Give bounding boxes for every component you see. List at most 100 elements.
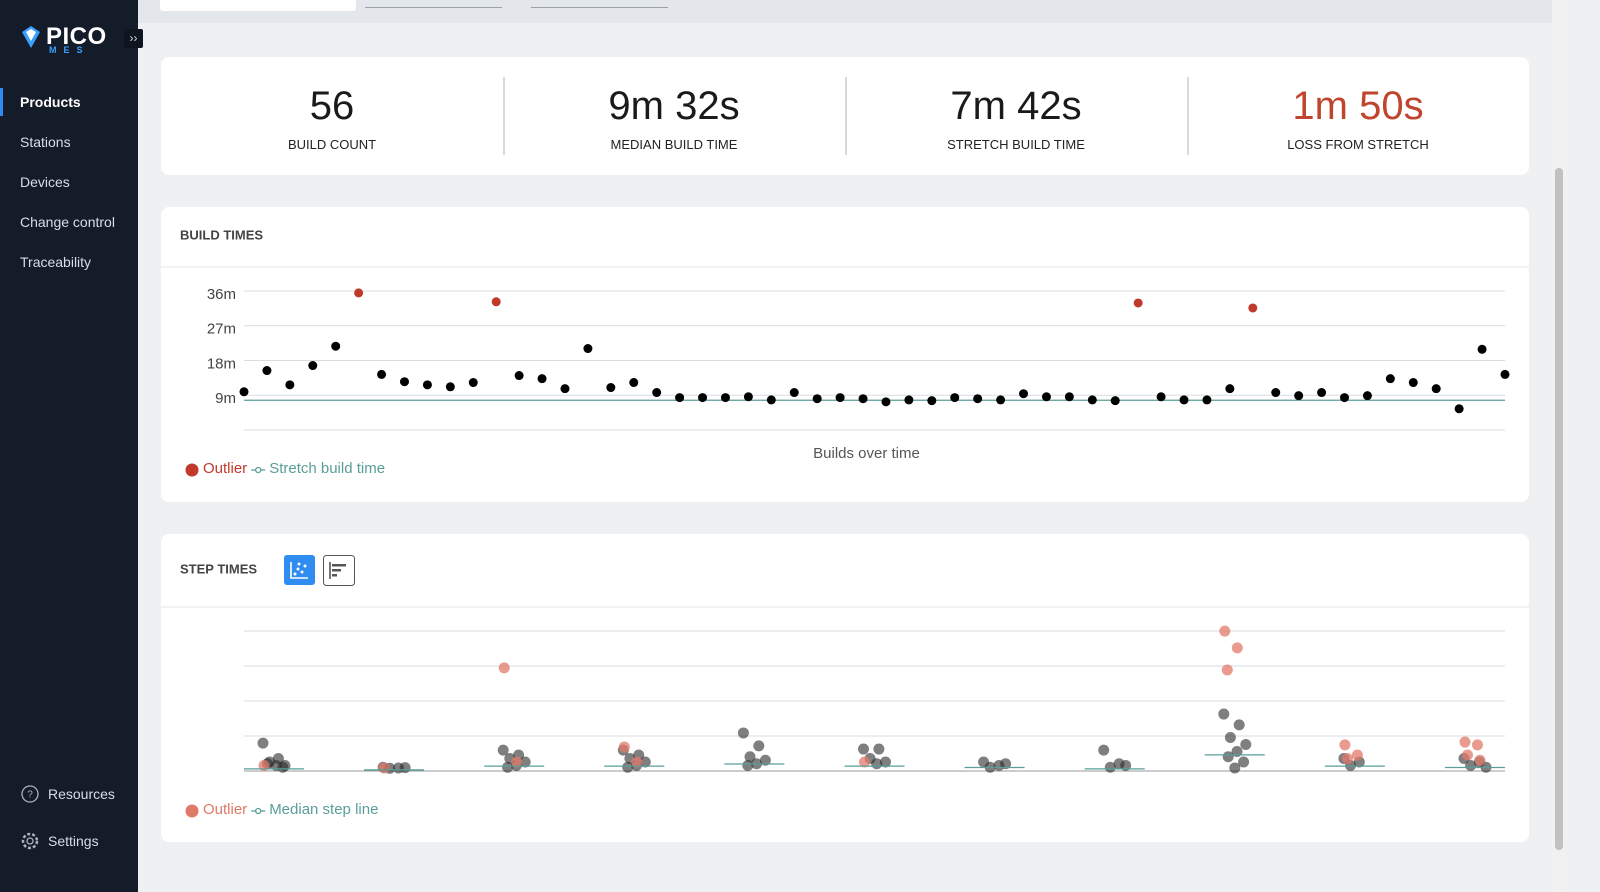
nav-item[interactable]: Traceability <box>20 254 92 270</box>
data-point <box>973 394 983 404</box>
data-point <box>583 344 593 354</box>
step-outlier <box>1472 739 1483 751</box>
data-point <box>1294 391 1304 401</box>
data-point <box>1408 378 1418 388</box>
legend-marker <box>255 807 262 815</box>
data-point <box>812 394 822 404</box>
data-point <box>606 383 616 393</box>
data-point <box>239 387 249 397</box>
data-point <box>560 384 570 394</box>
step-outlier <box>1459 736 1471 748</box>
scrollbar-thumb[interactable] <box>1555 168 1563 850</box>
scatter-view-button[interactable] <box>284 555 315 585</box>
kpi-label: MEDIAN BUILD TIME <box>610 137 738 152</box>
legend-label: Median step line <box>269 801 378 818</box>
legend-label: Stretch build time <box>269 460 385 477</box>
settings-link[interactable]: Settings <box>20 831 99 851</box>
data-point <box>331 341 341 351</box>
data-point <box>262 366 272 376</box>
step-point <box>502 761 514 773</box>
kpi: 1m 50s LOSS FROM STRETCH <box>1187 57 1529 175</box>
step-outlier <box>1474 754 1486 766</box>
data-point <box>1041 392 1051 402</box>
card-title: BUILD TIMES <box>180 227 263 242</box>
logo-text: PICO <box>46 23 107 50</box>
kpi: 7m 42s STRETCH BUILD TIME <box>845 57 1187 175</box>
data-point <box>377 369 387 379</box>
step-point <box>744 751 756 763</box>
bar-view-button[interactable] <box>323 555 355 586</box>
data-point <box>881 397 891 407</box>
step-point <box>858 743 869 755</box>
data-point <box>537 374 547 384</box>
step-point <box>1000 758 1012 770</box>
tab[interactable] <box>365 7 502 8</box>
data-point <box>1019 389 1029 399</box>
data-point <box>308 361 318 371</box>
step-point <box>622 761 634 773</box>
kpi-card: 56 BUILD COUNT 9m 32s MEDIAN BUILD TIME 7m 4… <box>161 57 1529 175</box>
step-point <box>1229 762 1241 774</box>
data-point <box>927 396 937 406</box>
data-point <box>1454 404 1464 414</box>
step-outlier <box>631 756 643 768</box>
step-outlier <box>859 756 870 768</box>
data-point <box>1087 395 1097 405</box>
step-point <box>880 756 891 768</box>
card-title: STEP TIMES <box>180 561 257 576</box>
data-point <box>789 388 799 398</box>
data-point <box>491 297 501 307</box>
step-point <box>753 740 765 752</box>
step-point <box>1240 739 1252 750</box>
data-point <box>1271 388 1281 398</box>
nav-item[interactable]: Devices <box>20 174 70 190</box>
nav-item[interactable]: Stations <box>20 134 71 150</box>
step-point <box>519 756 531 768</box>
kpi: 9m 32s MEDIAN BUILD TIME <box>503 57 845 175</box>
data-point <box>1179 395 1189 405</box>
tab[interactable] <box>160 0 356 11</box>
svg-text:?: ? <box>27 790 33 801</box>
collapse-button[interactable]: ›› <box>124 29 143 48</box>
step-point <box>873 743 885 755</box>
data-point <box>629 378 639 388</box>
step-outlier <box>1231 642 1243 654</box>
kpi-label: LOSS FROM STRETCH <box>1287 137 1429 152</box>
data-point <box>1064 392 1074 402</box>
kpi-label: STRETCH BUILD TIME <box>947 137 1085 152</box>
step-point <box>1104 761 1116 773</box>
step-outlier <box>1221 664 1233 676</box>
step-point <box>639 756 651 768</box>
data-point <box>1317 388 1327 398</box>
step-point <box>742 760 754 771</box>
data-point <box>399 377 409 387</box>
build-times-card: BUILD TIMES 9m 18m 27m 36m Builds over time O… <box>161 207 1529 502</box>
step-outlier <box>1462 749 1473 761</box>
data-point <box>1225 384 1235 394</box>
data-point <box>354 288 364 298</box>
logo-sub: MES <box>49 45 90 55</box>
nav-item[interactable]: Products <box>0 82 138 122</box>
data-point <box>766 395 776 405</box>
step-point <box>1098 744 1110 756</box>
settings-icon <box>21 832 39 850</box>
step-point <box>399 762 411 774</box>
legend-marker <box>185 463 199 477</box>
step-times-chart: STEP TIMES Outlier Median step line <box>161 555 1529 818</box>
data-point <box>1477 344 1487 354</box>
data-point <box>950 393 960 403</box>
data-point <box>422 380 432 390</box>
step-point <box>759 754 771 766</box>
data-point <box>1110 396 1120 406</box>
step-point <box>1233 719 1245 731</box>
data-point <box>904 395 914 405</box>
step-outlier <box>1339 739 1351 751</box>
data-point <box>1133 298 1143 308</box>
data-point <box>445 382 455 392</box>
resources-link[interactable]: ? Resources <box>20 784 115 804</box>
build-times-chart: BUILD TIMES 9m 18m 27m 36m Builds over time O… <box>161 227 1529 477</box>
tab[interactable] <box>531 7 668 8</box>
nav-item[interactable]: Change control <box>20 214 115 230</box>
kpi-value: 9m 32s <box>608 84 740 128</box>
scrollbar[interactable] <box>1552 0 1566 892</box>
